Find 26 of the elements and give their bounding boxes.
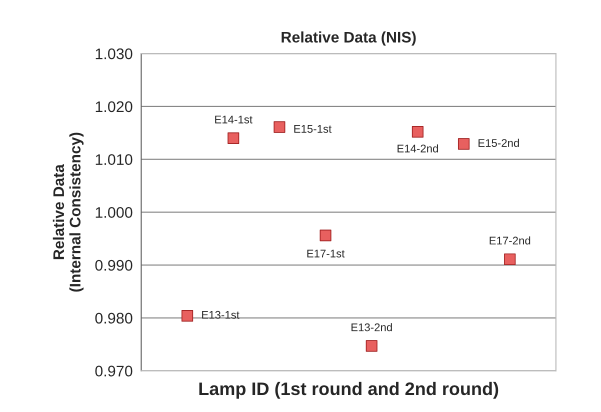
point <box>274 121 286 133</box>
annotation: E14-2nd <box>398 144 438 152</box>
point <box>320 230 332 242</box>
point <box>228 132 240 144</box>
x-axis-title: Lamp ID (1st round and 2nd round) <box>199 382 498 399</box>
annotation: E13-2nd <box>352 323 392 332</box>
y-tick-label: 0.970 <box>95 366 132 376</box>
y-tick-label: 1.010 <box>96 154 132 165</box>
y-tick-label: 0.990 <box>95 260 132 271</box>
annotation: E15-1st <box>294 125 332 133</box>
annotation: E15-2nd <box>478 138 519 147</box>
annotation: E17-2nd <box>490 236 530 245</box>
y-tick-label: 0.980 <box>95 312 132 324</box>
point <box>412 126 424 138</box>
annotation: E17-1st <box>307 250 345 258</box>
point <box>504 253 516 266</box>
y-tick-label: 1.030 <box>96 48 132 60</box>
point <box>182 310 194 322</box>
y-tick-label: 1.020 <box>96 101 132 112</box>
chart-title: Relative Data (NIS) <box>282 31 416 46</box>
y-tick-label: 1.000 <box>96 207 132 218</box>
point <box>366 340 378 352</box>
y-axis-title: Relative Data (Internal Consistency) <box>52 132 84 292</box>
annotation: E14-1st <box>215 116 252 124</box>
annotation: E13-1st <box>202 310 240 319</box>
point <box>458 138 470 150</box>
